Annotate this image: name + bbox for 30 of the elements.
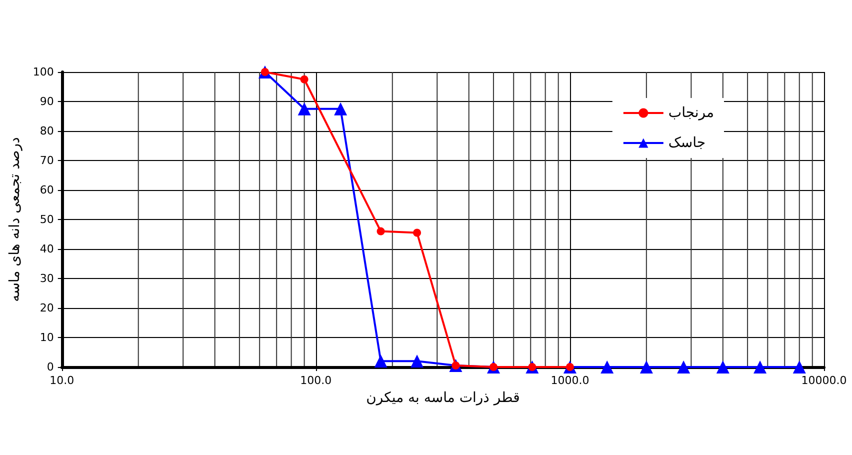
legend-label: جاسک [668,135,706,151]
x-tick-label: 10000.0 [801,374,847,387]
y-tick-label: 10 [40,331,54,344]
x-tick-label: 100.0 [300,374,332,387]
x-tick-label: 1000.0 [550,374,590,387]
point [410,354,424,368]
y-axis-title: درصد تجمعی دانه های ماسه [7,137,23,302]
point [374,354,388,368]
point [716,360,730,374]
y-tick-label: 60 [40,184,54,196]
legend-label: مرنجاب [668,105,714,121]
y-tick-label: 50 [40,213,54,226]
y-tick-label: 90 [40,95,54,108]
point [677,360,690,374]
point [334,102,348,116]
y-tick-label: 80 [40,124,54,138]
point [754,360,767,374]
y-tick-label: 100 [32,66,54,78]
point [298,102,311,116]
point [600,360,614,374]
y-tick-label: 40 [40,242,54,256]
point [300,75,308,84]
point [640,360,653,374]
y-tick-label: 70 [40,154,54,167]
y-tick-label: 0 [46,360,54,374]
y-tick-label: 30 [40,272,54,285]
x-tick-label: 10.0 [50,374,74,387]
point [792,360,806,374]
y-tick-label: 20 [40,302,54,314]
x-axis-title: قطر ذرات ماسه به میکرن [366,390,520,406]
